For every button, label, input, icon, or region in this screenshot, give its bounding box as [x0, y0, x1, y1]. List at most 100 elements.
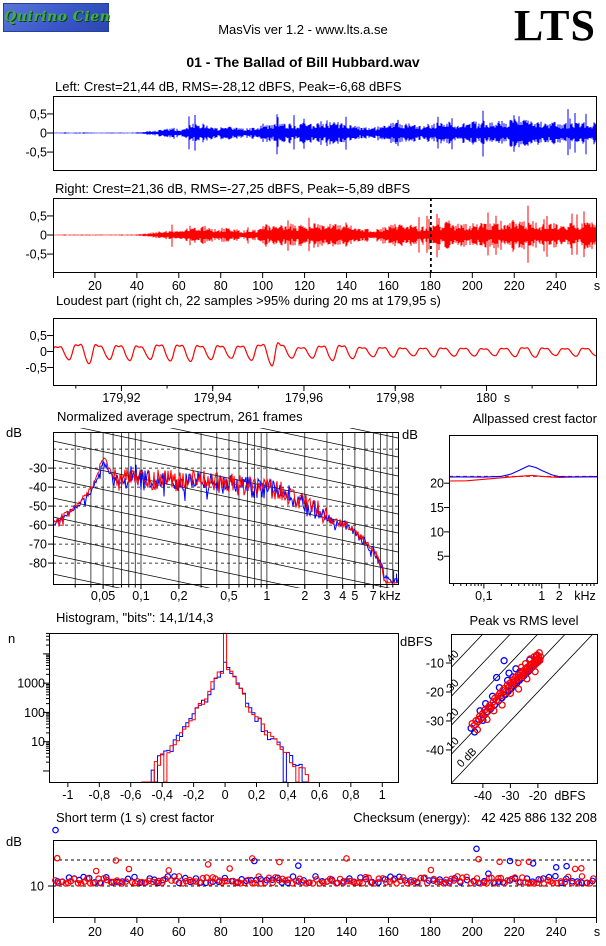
- svg-text:0,5: 0,5: [220, 589, 237, 603]
- svg-text:179,94: 179,94: [194, 391, 232, 405]
- svg-text:10: 10: [31, 735, 45, 749]
- svg-text:100: 100: [24, 706, 45, 720]
- svg-text:0,05: 0,05: [91, 589, 115, 603]
- svg-text:60: 60: [172, 925, 186, 939]
- quirino-cien-logo: Quirino Cien: [3, 3, 110, 32]
- svg-text:-0,6: -0,6: [120, 788, 142, 802]
- spectrum-y-unit-label: dB: [6, 425, 22, 440]
- svg-text:-1: -1: [62, 788, 73, 802]
- svg-text:180: 180: [420, 925, 441, 939]
- allpassed-title: Allpassed crest factor: [472, 411, 597, 426]
- svg-text:-60: -60: [29, 519, 47, 533]
- svg-text:10: 10: [30, 880, 44, 894]
- svg-text:0: 0: [40, 345, 47, 359]
- checksum: Checksum (energy): 42 425 886 132 208: [353, 810, 597, 825]
- svg-text:160: 160: [378, 925, 399, 939]
- svg-text:80: 80: [214, 925, 228, 939]
- svg-text:180: 180: [420, 279, 441, 293]
- svg-text:20: 20: [88, 925, 102, 939]
- svg-text:1: 1: [538, 589, 545, 603]
- svg-text:220: 220: [504, 925, 525, 939]
- svg-text:60: 60: [172, 279, 186, 293]
- svg-text:200: 200: [462, 925, 483, 939]
- svg-text:-30: -30: [29, 462, 47, 476]
- file-title: 01 - The Ballad of Bill Hubbard.wav: [186, 54, 420, 70]
- svg-text:s: s: [504, 391, 510, 405]
- svg-text:179,92: 179,92: [102, 391, 140, 405]
- svg-text:0,6: 0,6: [311, 788, 328, 802]
- svg-text:120: 120: [294, 925, 315, 939]
- svg-text:-30: -30: [426, 714, 444, 728]
- svg-text:0,2: 0,2: [248, 788, 265, 802]
- svg-text:dBFS: dBFS: [554, 789, 585, 803]
- svg-text:-40: -40: [426, 743, 444, 757]
- svg-text:20: 20: [88, 279, 102, 293]
- svg-text:kHz: kHz: [379, 589, 401, 603]
- svg-text:2: 2: [301, 589, 308, 603]
- svg-text:0,2: 0,2: [170, 589, 187, 603]
- histogram-y-unit-label: n: [8, 631, 16, 646]
- spectrum-title: Normalized average spectrum, 261 frames: [57, 409, 303, 424]
- svg-text:0,5: 0,5: [30, 107, 47, 121]
- app-version-title: MasVis ver 1.2 - www.lts.a.se: [218, 22, 388, 37]
- lts-brand-logo: LTS: [513, 1, 596, 50]
- svg-text:1000: 1000: [17, 677, 45, 691]
- svg-text:240: 240: [546, 925, 567, 939]
- svg-text:-0,5: -0,5: [25, 361, 47, 375]
- svg-text:0: 0: [40, 229, 47, 243]
- svg-text:140: 140: [336, 925, 357, 939]
- peak-vs-rms-title: Peak vs RMS level: [469, 613, 579, 628]
- svg-text:-10: -10: [426, 656, 444, 670]
- svg-text:20: 20: [430, 477, 444, 491]
- svg-text:100: 100: [252, 925, 273, 939]
- svg-text:5: 5: [437, 550, 444, 564]
- svg-text:220: 220: [504, 279, 525, 293]
- checksum-label: Checksum (energy):: [353, 810, 471, 825]
- svg-text:200: 200: [462, 279, 483, 293]
- crest-time-y-unit-label: dB: [6, 834, 22, 849]
- svg-text:kHz: kHz: [574, 589, 596, 603]
- svg-text:0,1: 0,1: [132, 589, 149, 603]
- svg-text:10: 10: [430, 525, 444, 539]
- svg-text:1: 1: [379, 788, 386, 802]
- svg-text:7: 7: [370, 589, 377, 603]
- svg-text:40: 40: [130, 925, 144, 939]
- svg-text:40: 40: [130, 279, 144, 293]
- svg-text:100: 100: [252, 279, 273, 293]
- svg-text:-0,8: -0,8: [89, 788, 111, 802]
- peak-vs-rms-y-unit-label: dBFS: [400, 634, 433, 649]
- svg-text:-0,2: -0,2: [183, 788, 205, 802]
- crest-time-title: Short term (1 s) crest factor: [56, 810, 215, 825]
- loudest-part-title: Loudest part (right ch, 22 samples >95% …: [56, 293, 441, 308]
- histogram-title: Histogram, "bits": 14,1/14,3: [56, 610, 214, 625]
- svg-text:160: 160: [378, 279, 399, 293]
- svg-text:179,96: 179,96: [285, 391, 323, 405]
- svg-text:0,5: 0,5: [30, 209, 47, 223]
- svg-text:s: s: [594, 925, 600, 939]
- svg-text:80: 80: [214, 279, 228, 293]
- svg-text:-70: -70: [29, 538, 47, 552]
- checksum-value: 42 425 886 132 208: [481, 810, 597, 825]
- svg-text:-0,4: -0,4: [151, 788, 173, 802]
- svg-text:s: s: [594, 279, 600, 293]
- svg-text:180: 180: [476, 391, 497, 405]
- svg-text:-50: -50: [29, 500, 47, 514]
- left-channel-stats: Left: Crest=21,44 dB, RMS=-28,12 dBFS, P…: [55, 79, 402, 94]
- svg-text:-20: -20: [529, 789, 547, 803]
- svg-text:3: 3: [323, 589, 330, 603]
- svg-text:-20: -20: [426, 685, 444, 699]
- svg-text:240: 240: [546, 279, 567, 293]
- svg-text:0,1: 0,1: [475, 589, 492, 603]
- svg-text:-0,5: -0,5: [25, 146, 47, 160]
- svg-text:0: 0: [40, 127, 47, 141]
- svg-text:-30: -30: [501, 789, 519, 803]
- svg-text:15: 15: [430, 501, 444, 515]
- svg-text:-40: -40: [29, 481, 47, 495]
- allpassed-y-unit-label: dB: [402, 427, 418, 442]
- svg-text:140: 140: [336, 279, 357, 293]
- svg-text:5: 5: [351, 589, 358, 603]
- svg-text:179,98: 179,98: [376, 391, 414, 405]
- svg-text:120: 120: [294, 279, 315, 293]
